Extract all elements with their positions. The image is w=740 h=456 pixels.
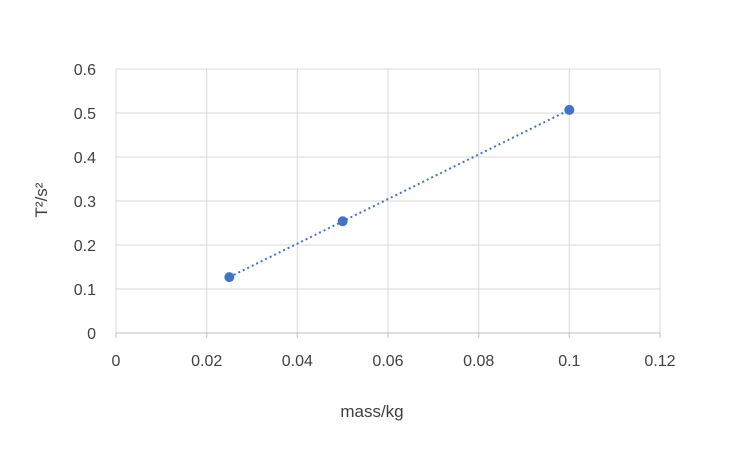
x-tick-label: 0.06 xyxy=(372,353,403,370)
y-axis-title: T²/s² xyxy=(32,182,51,217)
x-tick-label: 0.08 xyxy=(463,353,494,370)
data-point xyxy=(224,272,235,283)
y-tick-label: 0 xyxy=(87,326,96,343)
y-tick-label: 0.1 xyxy=(74,282,96,299)
data-points xyxy=(224,104,575,283)
x-tick-labels: 0 0.02 0.04 0.06 0.08 0.1 0.12 xyxy=(112,353,676,370)
y-tick-label: 0.5 xyxy=(74,106,96,123)
x-tick-label: 0.02 xyxy=(191,353,222,370)
x-tick-label: 0 xyxy=(112,353,121,370)
grid-lines xyxy=(116,68,661,333)
x-axis-title: mass/kg xyxy=(340,402,403,421)
x-tick-label: 0.04 xyxy=(282,353,313,370)
y-tick-label: 0.2 xyxy=(74,238,96,255)
trendline-layer xyxy=(228,108,570,278)
x-tick-label: 0.1 xyxy=(558,353,580,370)
y-tick-label: 0.3 xyxy=(74,194,96,211)
trendline xyxy=(228,108,570,278)
x-tick-label: 0.12 xyxy=(644,353,675,370)
y-tick-label: 0.6 xyxy=(74,62,96,79)
data-point xyxy=(337,216,348,227)
axes xyxy=(115,69,661,338)
data-point xyxy=(564,104,575,115)
y-tick-label: 0.4 xyxy=(74,150,96,167)
y-tick-labels: 0 0.1 0.2 0.3 0.4 0.5 0.6 xyxy=(74,62,96,343)
